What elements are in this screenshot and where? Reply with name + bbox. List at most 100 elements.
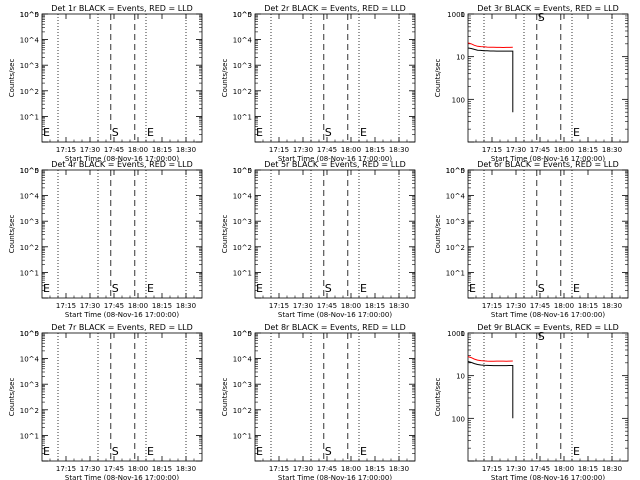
plot-frame	[254, 13, 416, 143]
interval-marker-label: E	[573, 282, 580, 295]
events-series-line	[467, 361, 514, 419]
interval-marker-label: E	[573, 126, 580, 139]
x-tick-label: 17:15	[269, 302, 289, 310]
interval-marker-label: S	[538, 282, 545, 295]
x-tick-label: 17:45	[317, 302, 337, 310]
x-tick-label: 18:15	[578, 465, 598, 473]
x-tick-label: 17:15	[56, 465, 76, 473]
x-axis-label: Start Time (08-Nov-16 17:00:00)	[65, 311, 179, 319]
y-tick-label: 10^4	[233, 37, 253, 45]
y-axis-label: Counts/sec	[221, 378, 229, 417]
detector-panel: Det 6r BLACK = Events, RED = LLD 10^0 10^1…	[434, 160, 629, 319]
interval-marker-label: E	[360, 445, 367, 458]
x-tick-label: 18:00	[554, 465, 574, 473]
x-tick-label: 18:30	[602, 465, 622, 473]
x-axis-label: Start Time (08-Nov-16 17:00:00)	[278, 474, 392, 480]
interval-marker-label: S	[112, 445, 119, 458]
x-tick-label: 18:00	[341, 146, 361, 154]
x-tick-label: 18:15	[152, 146, 172, 154]
y-tick-label: 1000	[447, 11, 465, 19]
y-axis-label: Counts/sec	[434, 215, 442, 254]
x-axis-label: Start Time (08-Nov-16 17:00:00)	[278, 311, 392, 319]
x-tick-label: 17:45	[104, 465, 124, 473]
x-tick-label: 18:30	[602, 146, 622, 154]
panel-title: Det 9r BLACK = Events, RED = LLD	[477, 323, 619, 332]
y-tick-label: 10^5	[20, 11, 39, 19]
y-tick-label: 10^1	[233, 269, 252, 277]
y-tick-label: 10^3	[20, 62, 39, 70]
lld-series-line	[467, 42, 513, 49]
y-tick-label: 10^0	[20, 11, 39, 19]
x-axis-label: Start Time (08-Nov-16 17:00:00)	[491, 155, 605, 163]
y-tick-label: 1	[461, 330, 465, 338]
x-tick-label: 18:15	[578, 146, 598, 154]
y-tick-label: 10^5	[233, 330, 252, 338]
interval-marker-label: E	[43, 445, 50, 458]
x-axis-label: Start Time (08-Nov-16 17:00:00)	[65, 474, 179, 480]
x-tick-label: 18:15	[365, 465, 385, 473]
plot-frame	[254, 169, 416, 299]
x-tick-label: 18:00	[554, 146, 574, 154]
x-axis-label: Start Time (08-Nov-16 17:00:00)	[65, 155, 179, 163]
x-tick-label: 17:15	[269, 146, 289, 154]
interval-marker-label: S	[538, 330, 545, 343]
y-tick-label: 100	[452, 415, 465, 423]
interval-marker-label: E	[147, 282, 154, 295]
plot-frame	[41, 169, 203, 299]
plot-frame	[467, 13, 629, 143]
x-tick-label: 17:30	[293, 465, 313, 473]
panel-title: Det 7r BLACK = Events, RED = LLD	[51, 323, 193, 332]
interval-marker-label: E	[147, 445, 154, 458]
x-tick-label: 17:30	[80, 302, 100, 310]
x-tick-label: 17:45	[317, 146, 337, 154]
y-tick-label: 10^3	[233, 381, 252, 389]
panel-title: Det 3r BLACK = Events, RED = LLD	[477, 4, 619, 13]
x-tick-label: 18:00	[554, 302, 574, 310]
x-tick-label: 17:30	[293, 146, 313, 154]
detector-panel: Det 5r BLACK = Events, RED = LLD 10^0 10^1…	[221, 160, 416, 319]
panel-title: Det 8r BLACK = Events, RED = LLD	[264, 323, 406, 332]
x-tick-label: 18:30	[389, 146, 409, 154]
lld-series-line	[467, 356, 513, 362]
interval-marker-label: S	[325, 445, 332, 458]
interval-marker-label: S	[112, 282, 119, 295]
x-tick-label: 17:30	[293, 302, 313, 310]
y-tick-label: 10^4	[20, 37, 40, 45]
y-tick-label: 10^5	[233, 167, 252, 175]
panel-title: Det 5r BLACK = Events, RED = LLD	[264, 160, 406, 169]
y-tick-label: 10^1	[233, 432, 252, 440]
y-tick-label: 10^3	[233, 62, 252, 70]
y-tick-label: 10^4	[20, 193, 40, 201]
interval-marker-label: E	[43, 126, 50, 139]
y-tick-label: 1000	[447, 330, 465, 338]
x-tick-label: 18:30	[176, 465, 196, 473]
x-tick-label: 17:15	[482, 465, 502, 473]
interval-marker-label: E	[360, 282, 367, 295]
y-axis-label: Counts/sec	[221, 215, 229, 254]
x-tick-label: 18:30	[176, 302, 196, 310]
panel-title: Det 6r BLACK = Events, RED = LLD	[477, 160, 619, 169]
interval-marker-label: S	[112, 126, 119, 139]
y-tick-label: 10^0	[20, 167, 39, 175]
x-tick-label: 18:30	[389, 465, 409, 473]
y-tick-label: 10^5	[20, 167, 39, 175]
x-tick-label: 18:15	[578, 302, 598, 310]
y-tick-label: 10^0	[233, 330, 252, 338]
x-tick-label: 18:00	[128, 465, 148, 473]
interval-marker-label: E	[147, 126, 154, 139]
detector-panel: Det 1r BLACK = Events, RED = LLD 10^0 10^1…	[8, 4, 203, 163]
x-tick-label: 17:30	[506, 146, 526, 154]
x-tick-label: 18:30	[389, 302, 409, 310]
interval-marker-label: E	[43, 282, 50, 295]
y-axis-label: Counts/sec	[221, 59, 229, 98]
y-tick-label: 10^1	[20, 113, 39, 121]
y-tick-label: 10^2	[233, 88, 252, 96]
plot-frame	[41, 13, 203, 143]
detector-panel: Det 9r BLACK = Events, RED = LLD 1000 100 1…	[434, 323, 629, 480]
y-tick-label: 10^2	[233, 244, 252, 252]
y-tick-label: 10^2	[20, 244, 39, 252]
y-tick-label: 1	[461, 11, 465, 19]
y-tick-label: 10^3	[446, 218, 465, 226]
detector-panel: Det 3r BLACK = Events, RED = LLD 1000 100 1…	[434, 4, 629, 163]
